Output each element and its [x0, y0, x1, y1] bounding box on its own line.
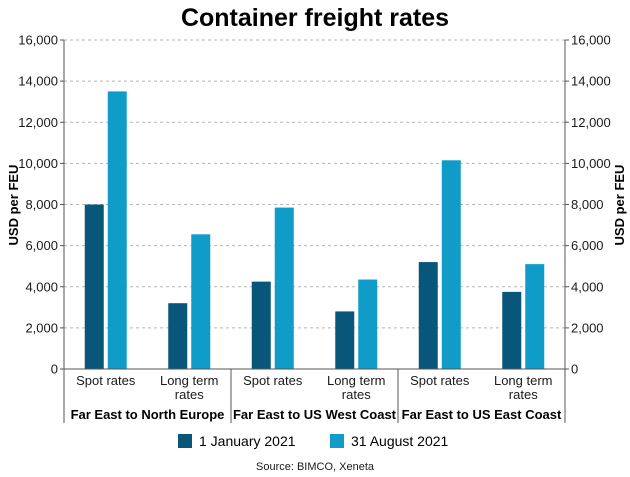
legend-swatch: [330, 434, 344, 448]
source-note: Source: BIMCO, Xeneta: [256, 461, 375, 473]
x-category-label: rates: [509, 387, 538, 402]
x-category-label: Spot rates: [243, 373, 303, 388]
bar: [502, 291, 522, 369]
y-tick-label-right: 14,000: [571, 74, 611, 89]
y-tick-label-left: 4,000: [25, 279, 58, 294]
y-tick-label-right: 8,000: [571, 197, 604, 212]
y-axis-left-title: USD per FEU: [6, 165, 21, 246]
bar: [251, 281, 271, 369]
y-tick-label-right: 12,000: [571, 115, 611, 130]
bars-group: [84, 91, 545, 369]
bar: [84, 204, 104, 369]
x-category-label: Spot rates: [410, 373, 470, 388]
bar: [107, 91, 127, 369]
y-tick-label-right: 0: [571, 362, 578, 377]
x-category-label: Long term: [160, 373, 219, 388]
bar: [358, 279, 378, 369]
y-tick-label-left: 14,000: [18, 74, 58, 89]
y-axis-left-ticks: 0 2,000 4,000 6,000 8,000 10,000 12,000 14,000 1…: [18, 33, 64, 377]
x-axis-groups: Far East to North Europe Far East to US W…: [63, 369, 566, 423]
y-tick-label-left: 16,000: [18, 33, 58, 48]
y-tick-label-left: 6,000: [25, 238, 58, 253]
x-category-label: rates: [175, 387, 204, 402]
bar: [335, 311, 355, 369]
x-group-label: Far East to US West Coast: [233, 407, 397, 422]
y-tick-label-left: 0: [51, 362, 58, 377]
x-category-label: rates: [342, 387, 371, 402]
bar: [441, 160, 461, 369]
y-tick-label-right: 2,000: [571, 320, 604, 335]
y-tick-label-right: 16,000: [571, 33, 611, 48]
y-tick-label-left: 12,000: [18, 115, 58, 130]
x-category-label: Long term: [494, 373, 553, 388]
y-tick-label-right: 10,000: [571, 156, 611, 171]
chart-title: Container freight rates: [181, 4, 449, 32]
bar: [168, 303, 188, 369]
bar: [191, 234, 211, 369]
x-category-label: Long term: [327, 373, 386, 388]
y-tick-label-left: 10,000: [18, 156, 58, 171]
bar: [274, 207, 294, 369]
bar: [525, 264, 545, 369]
bar: [418, 262, 438, 369]
y-axis-right-ticks: 0 2,000 4,000 6,000 8,000 10,000 12,000 14,000 1…: [565, 33, 611, 377]
x-group-label: Far East to US East Coast: [402, 407, 562, 422]
y-tick-label-right: 6,000: [571, 238, 604, 253]
axes: [63, 40, 566, 370]
y-tick-label-left: 2,000: [25, 320, 58, 335]
y-tick-label-left: 8,000: [25, 197, 58, 212]
legend: 1 January 2021 31 August 2021: [178, 433, 449, 449]
y-axis-right-title: USD per FEU: [612, 165, 627, 246]
gridlines: [64, 39, 565, 329]
legend-label: 1 January 2021: [199, 433, 296, 449]
x-group-label: Far East to North Europe: [71, 407, 225, 422]
x-category-label: Spot rates: [76, 373, 136, 388]
legend-label: 31 August 2021: [351, 433, 449, 449]
y-tick-label-right: 4,000: [571, 279, 604, 294]
legend-swatch: [178, 434, 192, 448]
